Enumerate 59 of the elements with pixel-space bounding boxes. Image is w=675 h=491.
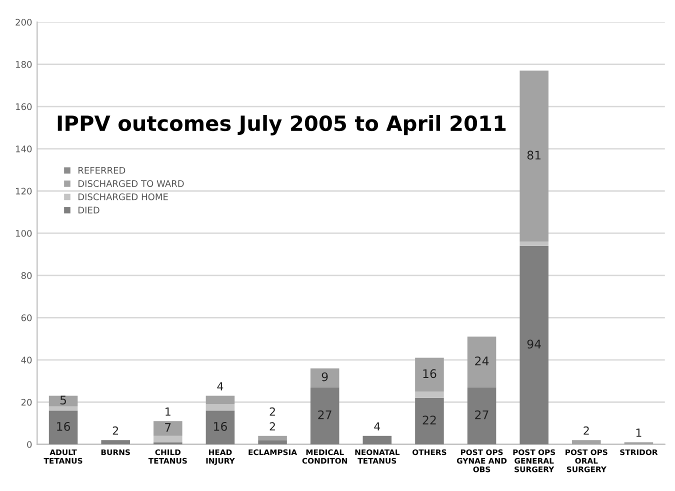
- data-label: 2: [270, 407, 275, 416]
- bar: [258, 440, 287, 444]
- y-tick-label: 100: [16, 230, 32, 237]
- data-label: 16: [214, 422, 227, 431]
- bar: [467, 336, 496, 388]
- bar: [48, 410, 78, 444]
- y-tick-label: 160: [16, 103, 32, 110]
- data-label: 4: [374, 422, 380, 430]
- bar: [310, 387, 340, 444]
- bar: [101, 440, 130, 444]
- y-tick-label: 120: [16, 188, 32, 195]
- data-label: 9: [322, 372, 328, 382]
- bar: [572, 440, 601, 444]
- bar: [206, 404, 235, 411]
- data-label: 22: [422, 416, 436, 424]
- data-label: 16: [423, 369, 436, 378]
- y-tick-label: 20: [21, 398, 32, 406]
- bar: [154, 421, 182, 436]
- legend-label: DISCHARGED HOME: [78, 193, 168, 200]
- bar: [154, 436, 182, 442]
- bar: [362, 436, 392, 444]
- bar: [206, 396, 235, 404]
- data-label: 27: [475, 410, 488, 420]
- bar: [48, 396, 78, 406]
- bar: [310, 368, 340, 388]
- data-label: 27: [318, 410, 332, 420]
- legend-label: DISCHARGED TO WARD: [78, 180, 184, 187]
- y-tick-label: 0: [27, 441, 32, 448]
- data-label: 24: [475, 356, 489, 366]
- bar: [520, 70, 548, 242]
- legend-label: REFERRED: [78, 167, 126, 174]
- bar: [415, 398, 444, 444]
- bar: [48, 406, 78, 411]
- y-tick-label: 200: [16, 18, 32, 26]
- data-label: 7: [165, 423, 171, 432]
- y-tick-label: 180: [16, 61, 32, 68]
- y-tick-label: 60: [21, 314, 32, 322]
- y-tick-label: 40: [21, 356, 32, 364]
- legend-label: DIED: [78, 206, 100, 214]
- data-label: 5: [60, 396, 66, 404]
- y-tick-label: 140: [16, 146, 32, 152]
- data-label: 16: [57, 422, 70, 431]
- data-label: 94: [527, 340, 541, 349]
- bar: [415, 392, 444, 398]
- data-label: 2: [270, 422, 275, 430]
- data-label: 2: [584, 426, 589, 435]
- y-tick-label: 80: [21, 272, 32, 280]
- text: IPPV outcomes July 2005 to April 2011: [58, 114, 506, 136]
- bar: [415, 358, 444, 392]
- bar: [520, 246, 548, 444]
- bar: [206, 410, 235, 444]
- data-label: 1: [166, 408, 170, 416]
- bar: [467, 387, 496, 444]
- data-label: 1: [636, 428, 642, 437]
- bar: [520, 242, 548, 246]
- data-label: 81: [527, 150, 541, 160]
- data-label: 2: [112, 426, 118, 435]
- bar: [258, 436, 287, 440]
- data-label: 4: [217, 382, 224, 390]
